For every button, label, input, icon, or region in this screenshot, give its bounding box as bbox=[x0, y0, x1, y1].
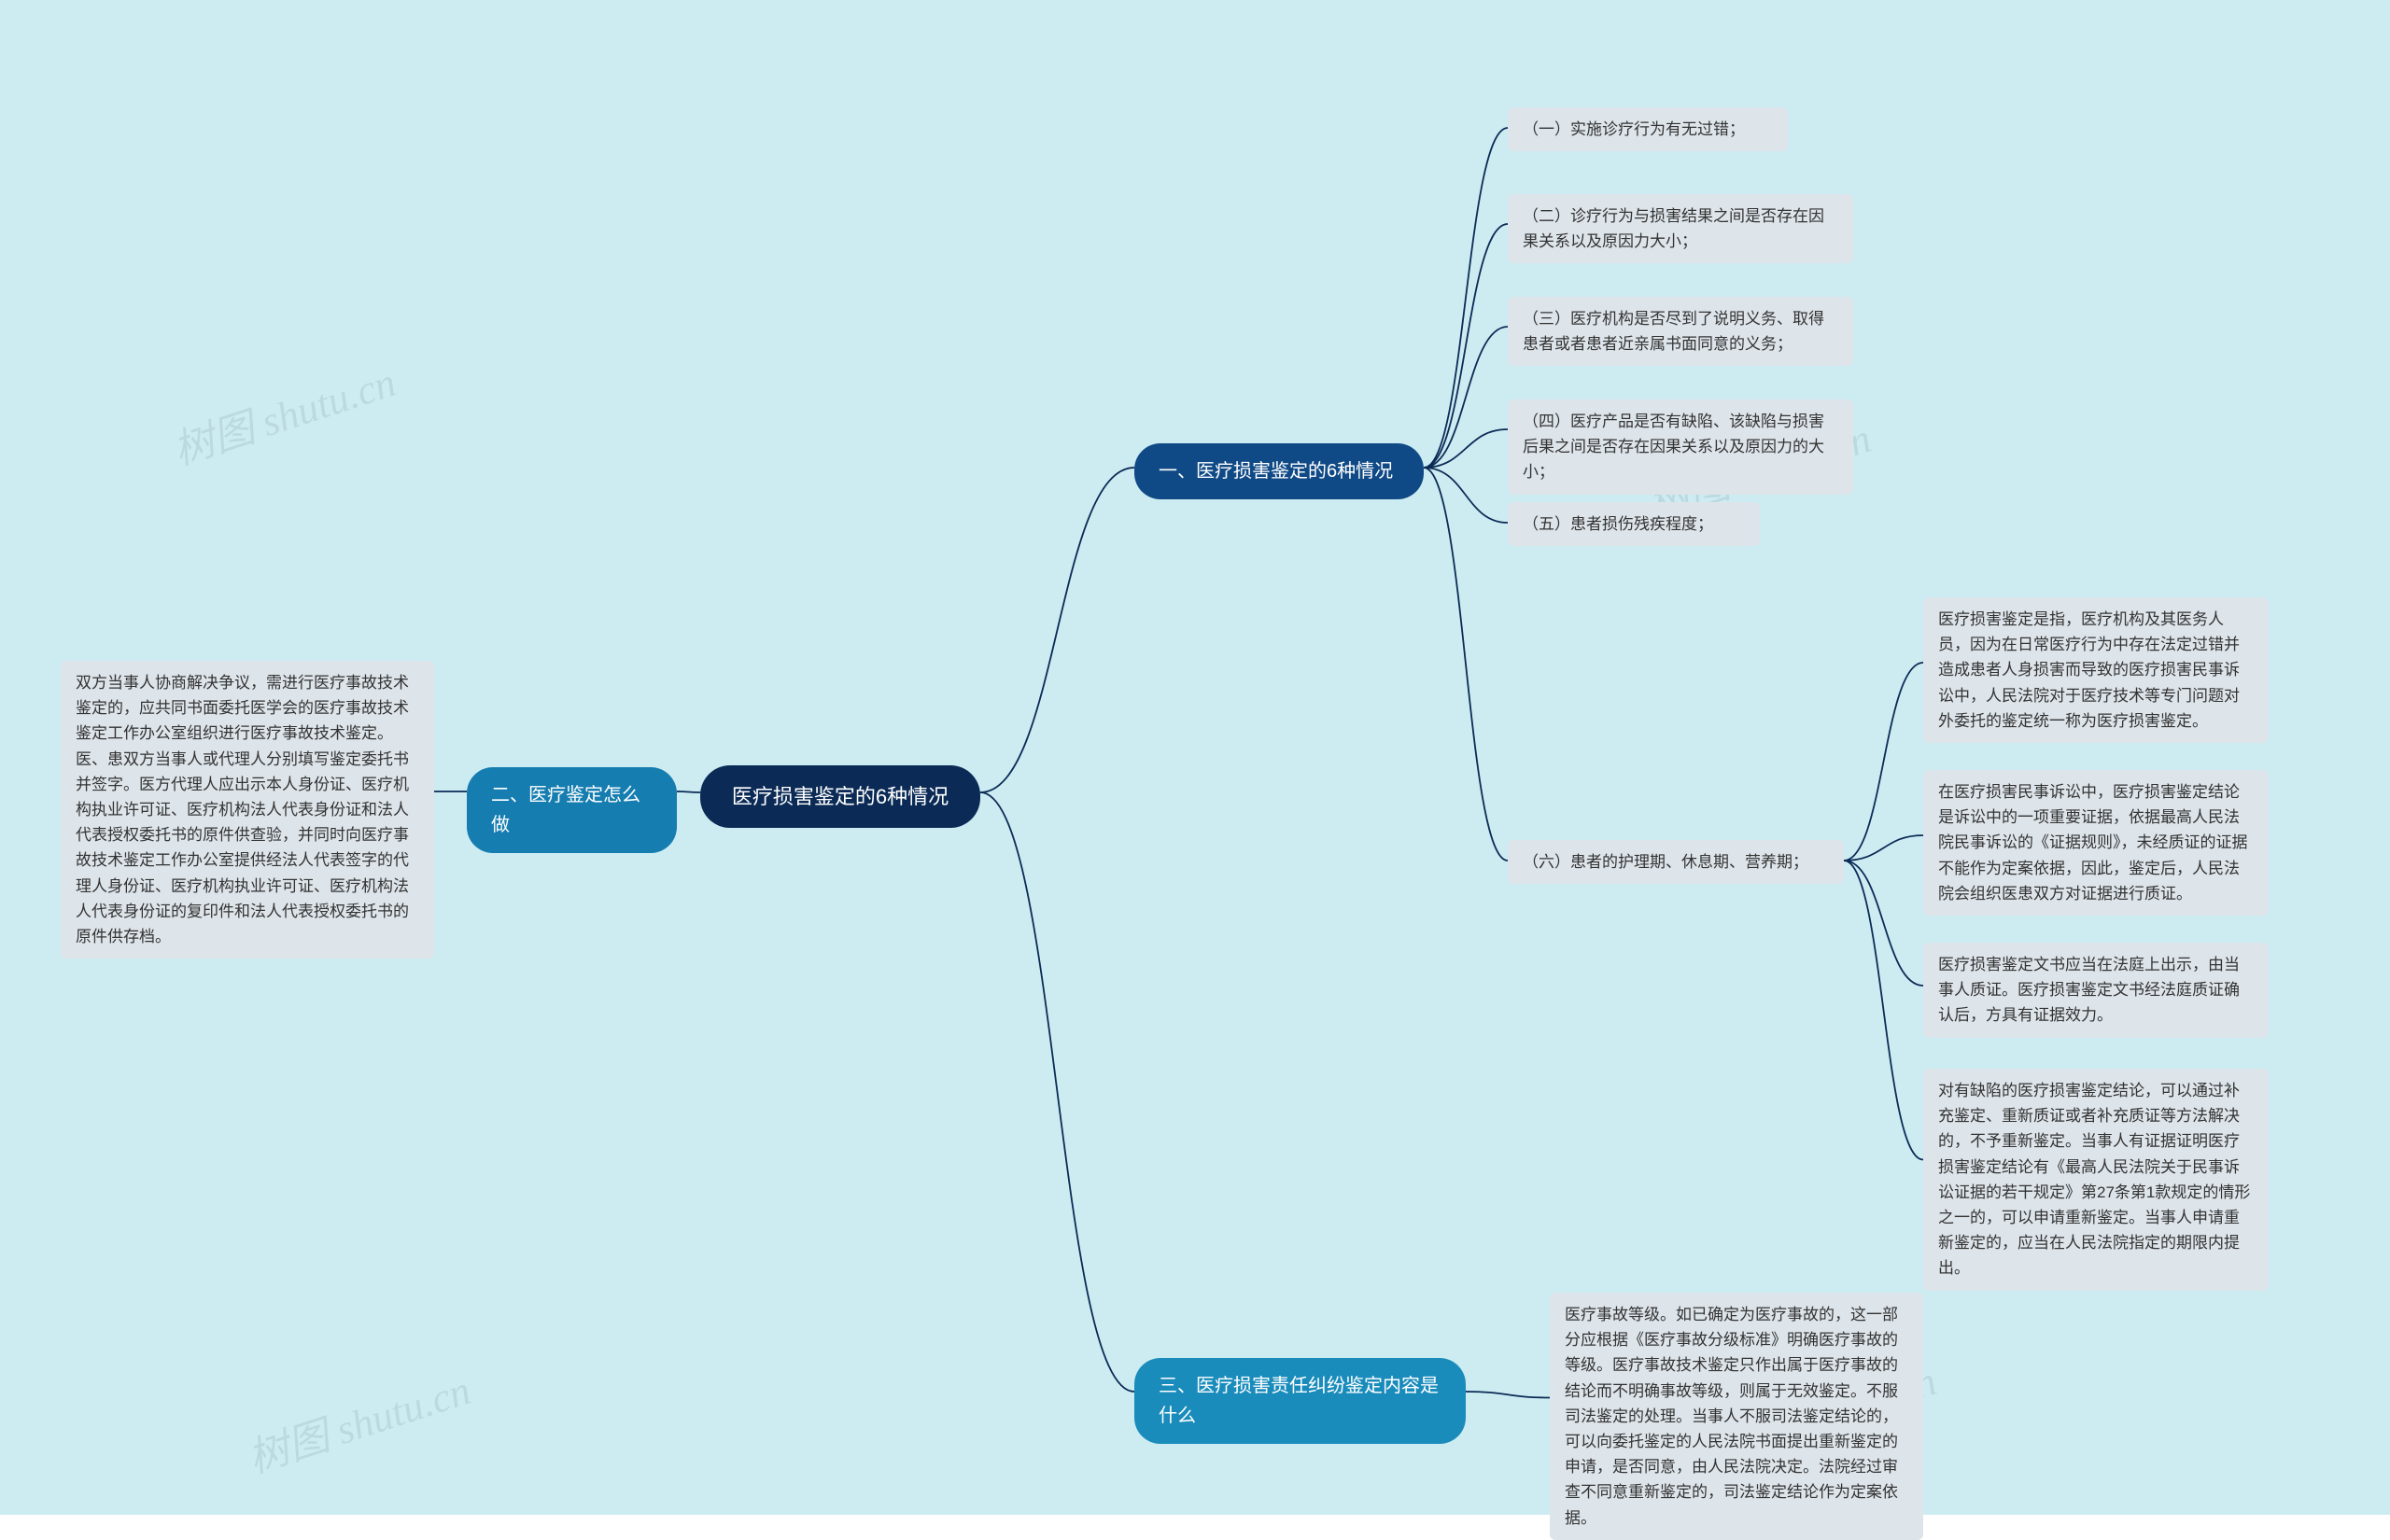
branch-b3[interactable]: 三、医疗损害责任纠纷鉴定内容是什么 bbox=[1134, 1358, 1466, 1444]
leaf-b1c6b[interactable]: 在医疗损害民事诉讼中，医疗损害鉴定结论是诉讼中的一项重要证据，依据最高人民法院民… bbox=[1923, 770, 2269, 916]
leaf-b3c1-label: 医疗事故等级。如已确定为医疗事故的，这一部分应根据《医疗事故分级标准》明确医疗事… bbox=[1565, 1306, 1898, 1527]
leaf-b1c5[interactable]: （五）患者损伤残疾程度； bbox=[1508, 502, 1760, 546]
branch-b1-label: 一、医疗损害鉴定的6种情况 bbox=[1159, 461, 1393, 482]
leaf-b1c2[interactable]: （二）诊疗行为与损害结果之间是否存在因果关系以及原因力大小； bbox=[1508, 194, 1853, 263]
leaf-b1c6-label: （六）患者的护理期、休息期、营养期； bbox=[1523, 853, 1808, 871]
leaf-b1c2-label: （二）诊疗行为与损害结果之间是否存在因果关系以及原因力大小； bbox=[1523, 207, 1824, 250]
root-node[interactable]: 医疗损害鉴定的6种情况 bbox=[700, 765, 980, 828]
leaf-b1c6d[interactable]: 对有缺陷的医疗损害鉴定结论，可以通过补充鉴定、重新质证或者补充质证等方法解决的，… bbox=[1923, 1069, 2269, 1291]
leaf-b3c1[interactable]: 医疗事故等级。如已确定为医疗事故的，这一部分应根据《医疗事故分级标准》明确医疗事… bbox=[1550, 1293, 1923, 1540]
leaf-b1c4[interactable]: （四）医疗产品是否有缺陷、该缺陷与损害后果之间是否存在因果关系以及原因力的大小； bbox=[1508, 399, 1853, 495]
branch-b2[interactable]: 二、医疗鉴定怎么做 bbox=[467, 767, 677, 853]
leaf-b1c6b-label: 在医疗损害民事诉讼中，医疗损害鉴定结论是诉讼中的一项重要证据，依据最高人民法院民… bbox=[1938, 783, 2248, 903]
branch-b1[interactable]: 一、医疗损害鉴定的6种情况 bbox=[1134, 443, 1424, 499]
leaf-b1c1[interactable]: （一）实施诊疗行为有无过错； bbox=[1508, 107, 1788, 151]
leaf-b1c5-label: （五）患者损伤残疾程度； bbox=[1523, 515, 1713, 533]
leaf-b1c6a-label: 医疗损害鉴定是指，医疗机构及其医务人员，因为在日常医疗行为中存在法定过错并造成患… bbox=[1938, 610, 2240, 730]
leaf-b1c6c[interactable]: 医疗损害鉴定文书应当在法庭上出示，由当事人质证。医疗损害鉴定文书经法庭质证确认后… bbox=[1923, 943, 2269, 1038]
leaf-b2c1[interactable]: 双方当事人协商解决争议，需进行医疗事故技术鉴定的，应共同书面委托医学会的医疗事故… bbox=[61, 661, 434, 959]
leaf-b1c1-label: （一）实施诊疗行为有无过错； bbox=[1523, 120, 1745, 138]
mindmap-canvas: 医疗损害鉴定的6种情况 树图 shutu.cn 树图 shutu.cn 树图 s… bbox=[0, 0, 2390, 1515]
leaf-b1c6d-label: 对有缺陷的医疗损害鉴定结论，可以通过补充鉴定、重新质证或者补充质证等方法解决的，… bbox=[1938, 1082, 2250, 1277]
watermark: 树图 shutu.cn bbox=[239, 1356, 477, 1484]
leaf-b1c6a[interactable]: 医疗损害鉴定是指，医疗机构及其医务人员，因为在日常医疗行为中存在法定过错并造成患… bbox=[1923, 597, 2269, 743]
leaf-b1c6c-label: 医疗损害鉴定文书应当在法庭上出示，由当事人质证。医疗损害鉴定文书经法庭质证确认后… bbox=[1938, 956, 2240, 1024]
branch-b3-label: 三、医疗损害责任纠纷鉴定内容是什么 bbox=[1159, 1376, 1439, 1426]
branch-b2-label: 二、医疗鉴定怎么做 bbox=[491, 785, 640, 835]
watermark: 树图 shutu.cn bbox=[164, 348, 402, 476]
root-label: 医疗损害鉴定的6种情况 bbox=[732, 785, 949, 808]
leaf-b1c6[interactable]: （六）患者的护理期、休息期、营养期； bbox=[1508, 840, 1844, 884]
leaf-b1c3-label: （三）医疗机构是否尽到了说明义务、取得患者或者患者近亲属书面同意的义务； bbox=[1523, 310, 1824, 353]
leaf-b2c1-label: 双方当事人协商解决争议，需进行医疗事故技术鉴定的，应共同书面委托医学会的医疗事故… bbox=[76, 674, 409, 945]
leaf-b1c4-label: （四）医疗产品是否有缺陷、该缺陷与损害后果之间是否存在因果关系以及原因力的大小； bbox=[1523, 413, 1824, 481]
leaf-b1c3[interactable]: （三）医疗机构是否尽到了说明义务、取得患者或者患者近亲属书面同意的义务； bbox=[1508, 297, 1853, 366]
